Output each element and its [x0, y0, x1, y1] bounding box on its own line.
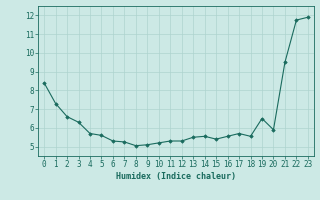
X-axis label: Humidex (Indice chaleur): Humidex (Indice chaleur) — [116, 172, 236, 181]
